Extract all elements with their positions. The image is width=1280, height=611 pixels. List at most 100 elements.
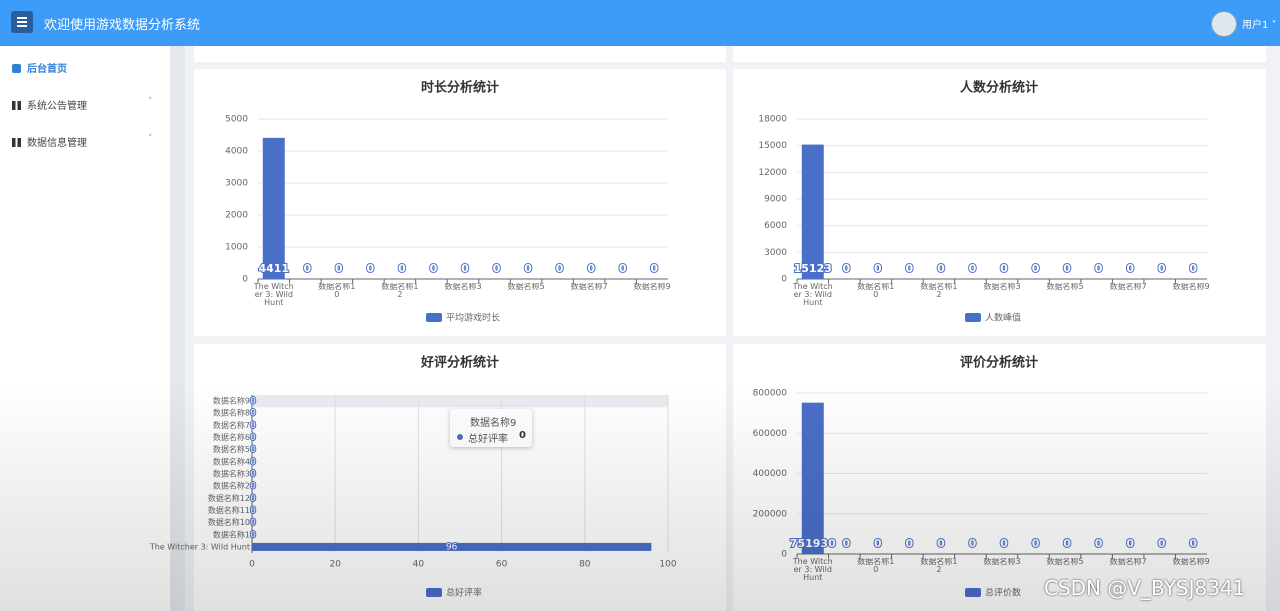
tooltip-dot bbox=[457, 434, 463, 440]
x-tick-label: 40 bbox=[413, 560, 425, 570]
avatar[interactable] bbox=[1211, 11, 1237, 37]
legend-label: 总好评率 bbox=[446, 587, 482, 599]
menu-item[interactable]: 后台首页 bbox=[12, 60, 67, 75]
data-label: 96 bbox=[446, 542, 458, 552]
data-label: 0 bbox=[250, 470, 256, 480]
x-tick-label: 数据名称7 bbox=[1109, 283, 1147, 291]
y-tick-label: 数据名称9 bbox=[213, 396, 250, 406]
x-tick-label-box: The Witcher 3: Wild Hunt bbox=[792, 558, 833, 582]
x-tick-label: 数据名称12 bbox=[920, 283, 958, 299]
y-tick-label: 0 bbox=[242, 275, 248, 285]
x-tick-label: The Witcher 3: Wild Hunt bbox=[253, 283, 294, 307]
x-tick-label-box: 数据名称10 bbox=[857, 558, 894, 574]
data-label: 0 bbox=[1189, 262, 1197, 275]
data-label: 0 bbox=[874, 262, 882, 275]
tooltip-title: 数据名称9 bbox=[470, 418, 517, 429]
x-tick-label: 数据名称12 bbox=[381, 283, 419, 299]
x-tick-label: 数据名称9 bbox=[1172, 558, 1210, 566]
header: 欢迎使用游戏数据分析系统 用户1 ˅ bbox=[0, 0, 1280, 46]
card bbox=[194, 344, 726, 611]
x-tick-label: 数据名称5 bbox=[507, 283, 545, 291]
x-tick-label: 数据名称9 bbox=[1172, 283, 1210, 291]
chart-title: 人数分析统计 bbox=[960, 80, 1038, 96]
tooltip: 数据名称9 总好评率 0 bbox=[450, 409, 532, 447]
app-title: 欢迎使用游戏数据分析系统 bbox=[44, 18, 201, 33]
scrollbar bbox=[170, 46, 185, 611]
bar bbox=[801, 144, 824, 279]
y-tick-label: 600000 bbox=[753, 429, 788, 439]
legend-swatch bbox=[965, 313, 981, 322]
x-tick-label: 数据名称3 bbox=[983, 283, 1021, 291]
x-tick-label-box: 数据名称7 bbox=[1110, 558, 1147, 566]
data-label: 0 bbox=[1126, 537, 1134, 550]
data-label: 0 bbox=[842, 537, 850, 550]
x-tick-label: 100 bbox=[659, 560, 676, 570]
legend-label: 人数峰值 bbox=[985, 312, 1021, 324]
legend-swatch bbox=[965, 588, 981, 597]
chart-title: 好评分析统计 bbox=[420, 355, 499, 371]
data-label: 0 bbox=[1000, 262, 1008, 275]
x-tick-label-box: 数据名称7 bbox=[571, 283, 608, 291]
y-tick-label: 数据名称12 bbox=[208, 493, 250, 503]
bar bbox=[262, 137, 285, 279]
x-tick-label-box: 数据名称12 bbox=[920, 283, 958, 299]
data-label: 0 bbox=[1095, 262, 1103, 275]
data-label: 0 bbox=[303, 262, 311, 275]
data-label: 751930 bbox=[790, 537, 836, 550]
data-label: 0 bbox=[250, 409, 256, 419]
x-tick-label-box: 数据名称3 bbox=[444, 283, 481, 291]
y-tick-label: 3000 bbox=[225, 179, 248, 189]
data-label: 0 bbox=[367, 262, 375, 275]
data-label: 0 bbox=[1063, 262, 1071, 275]
x-tick-label: 数据名称10 bbox=[857, 283, 895, 299]
user-menu[interactable]: 用户1 ˅ bbox=[1242, 20, 1277, 31]
data-label: 0 bbox=[587, 262, 595, 275]
x-tick-label: The Witcher 3: Wild Hunt bbox=[792, 558, 833, 582]
menu-item[interactable]: 数据信息管理 bbox=[12, 134, 87, 149]
chart-title: 时长分析统计 bbox=[421, 80, 499, 96]
data-label: 0 bbox=[874, 537, 882, 550]
data-label: 0 bbox=[1126, 262, 1134, 275]
menu-label[interactable]: 系统公告管理 bbox=[27, 101, 87, 112]
data-label: 0 bbox=[937, 537, 945, 550]
y-tick-label: 2000 bbox=[225, 211, 248, 221]
data-label: 0 bbox=[250, 421, 256, 431]
x-tick-label-box: The Witcher 3: Wild Hunt bbox=[253, 283, 294, 307]
data-label: 0 bbox=[969, 537, 977, 550]
y-tick-label: 数据名称10 bbox=[208, 517, 250, 527]
data-label: 0 bbox=[1095, 537, 1103, 550]
data-label: 0 bbox=[493, 262, 501, 275]
x-tick-label: 60 bbox=[496, 560, 508, 570]
user-name[interactable]: 用户1 bbox=[1242, 20, 1269, 31]
data-label: 0 bbox=[1158, 262, 1166, 275]
bar bbox=[801, 402, 824, 554]
x-tick-label-box: 数据名称3 bbox=[983, 283, 1021, 291]
data-label: 0 bbox=[250, 457, 256, 467]
data-label: 0 bbox=[524, 262, 532, 275]
y-tick-label: 12000 bbox=[758, 168, 787, 178]
data-label: 0 bbox=[250, 530, 256, 540]
menu-label[interactable]: 后台首页 bbox=[27, 64, 67, 75]
x-tick-label: 数据名称12 bbox=[920, 558, 958, 574]
menu-label[interactable]: 数据信息管理 bbox=[27, 138, 87, 149]
data-label: 0 bbox=[937, 262, 945, 275]
x-tick-label-box: 数据名称5 bbox=[1047, 558, 1084, 566]
y-tick-label: 9000 bbox=[764, 195, 787, 205]
card bbox=[194, 46, 726, 62]
menu-button[interactable] bbox=[11, 11, 33, 33]
y-tick-label: 数据名称8 bbox=[213, 408, 250, 418]
sidebar: 后台首页 系统公告管理 ˅ 数据信息管理 ˅ bbox=[0, 46, 170, 611]
data-label: 0 bbox=[335, 262, 343, 275]
x-tick-label: The Witcher 3: Wild Hunt bbox=[792, 283, 833, 307]
data-label: 0 bbox=[250, 506, 256, 516]
menu-item[interactable]: 系统公告管理 bbox=[12, 97, 87, 112]
data-label: 0 bbox=[250, 397, 256, 407]
data-label: 0 bbox=[398, 262, 406, 275]
x-tick-label-box: 数据名称5 bbox=[1047, 283, 1084, 291]
y-tick-label: 数据名称1 bbox=[213, 529, 250, 539]
x-tick-label: 数据名称9 bbox=[633, 283, 671, 291]
data-label: 0 bbox=[461, 262, 469, 275]
data-label: 4411 bbox=[258, 262, 289, 275]
data-label: 15123 bbox=[794, 262, 832, 275]
